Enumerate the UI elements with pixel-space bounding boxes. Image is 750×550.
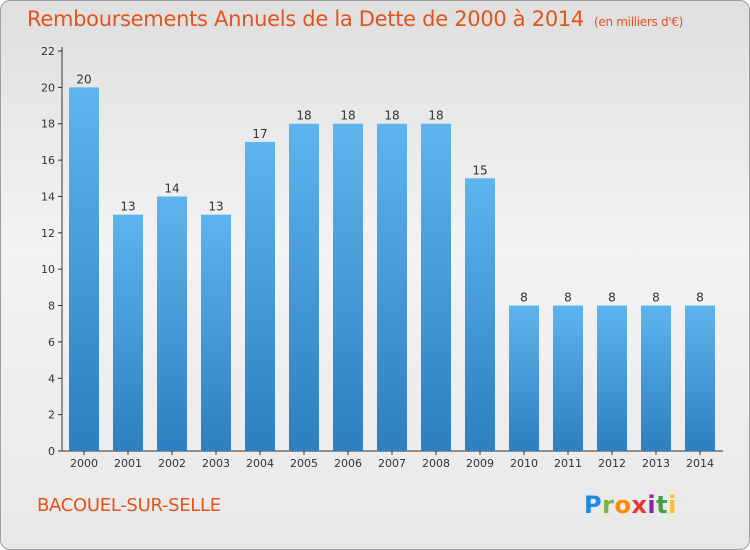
- bar: [69, 87, 99, 451]
- bar: [641, 305, 671, 451]
- x-tick-label: 2013: [642, 457, 670, 470]
- bar-value-label: 8: [520, 291, 528, 305]
- chart-subtitle: (en milliers d'€): [594, 15, 684, 29]
- bar: [289, 123, 319, 452]
- bar-value-label: 8: [564, 291, 572, 305]
- logo-letter: P: [584, 491, 603, 519]
- x-tick-label: 2004: [246, 457, 274, 470]
- bar-value-label: 13: [120, 200, 135, 214]
- bar-value-label: 15: [472, 163, 487, 177]
- y-tick-label: 4: [48, 372, 55, 385]
- bar-value-label: 14: [164, 181, 179, 195]
- x-tick-label: 2005: [290, 457, 318, 470]
- bar: [597, 305, 627, 451]
- x-tick-label: 2003: [202, 457, 230, 470]
- y-tick-label: 16: [41, 154, 55, 167]
- bar: [113, 214, 143, 451]
- y-tick-label: 12: [41, 227, 55, 240]
- bar-value-label: 8: [652, 291, 660, 305]
- proxiti-logo[interactable]: Proxiti: [584, 491, 677, 519]
- y-tick-label: 2: [48, 409, 55, 422]
- bar-value-label: 18: [428, 109, 443, 123]
- x-tick-label: 2012: [598, 457, 626, 470]
- bar-value-label: 8: [696, 291, 704, 305]
- bar: [201, 214, 231, 451]
- y-tick-label: 8: [48, 300, 55, 313]
- y-tick-label: 20: [41, 81, 55, 94]
- x-tick-label: 2002: [158, 457, 186, 470]
- y-tick-label: 10: [41, 263, 55, 276]
- chart-title: Remboursements Annuels de la Dette de 20…: [27, 7, 683, 31]
- bar: [157, 196, 187, 451]
- bar-value-label: 8: [608, 291, 616, 305]
- y-tick-label: 22: [41, 45, 55, 58]
- bar-value-label: 18: [384, 109, 399, 123]
- y-tick-label: 6: [48, 336, 55, 349]
- x-tick-label: 2014: [686, 457, 714, 470]
- chart-title-text: Remboursements Annuels de la Dette de 20…: [27, 7, 584, 31]
- x-tick-label: 2008: [422, 457, 450, 470]
- bar: [553, 305, 583, 451]
- logo-letter: i: [647, 491, 657, 519]
- y-tick-label: 18: [41, 118, 55, 131]
- bar-value-label: 17: [252, 127, 267, 141]
- bar: [685, 305, 715, 451]
- y-tick-label: 14: [41, 190, 55, 203]
- bar: [245, 141, 275, 451]
- x-tick-label: 2006: [334, 457, 362, 470]
- x-tick-label: 2000: [70, 457, 98, 470]
- logo-letter: i: [668, 491, 677, 519]
- commune-name: BACOUEL-SUR-SELLE: [37, 495, 221, 516]
- x-tick-label: 2001: [114, 457, 142, 470]
- logo-letter: r: [602, 491, 615, 519]
- x-tick-label: 2011: [554, 457, 582, 470]
- bar-value-label: 20: [76, 72, 91, 86]
- bar: [421, 123, 451, 452]
- x-tick-label: 2010: [510, 457, 538, 470]
- bar: [465, 178, 495, 452]
- logo-letter: x: [631, 491, 648, 519]
- x-tick-label: 2007: [378, 457, 406, 470]
- bar: [333, 123, 363, 452]
- y-tick-label: 0: [48, 445, 55, 458]
- bar: [377, 123, 407, 452]
- logo-letter: t: [656, 491, 669, 519]
- x-tick-label: 2009: [466, 457, 494, 470]
- logo-letter: o: [614, 491, 632, 519]
- bar-value-label: 13: [208, 200, 223, 214]
- bar: [509, 305, 539, 451]
- bar-value-label: 18: [340, 109, 355, 123]
- bar-value-label: 18: [296, 109, 311, 123]
